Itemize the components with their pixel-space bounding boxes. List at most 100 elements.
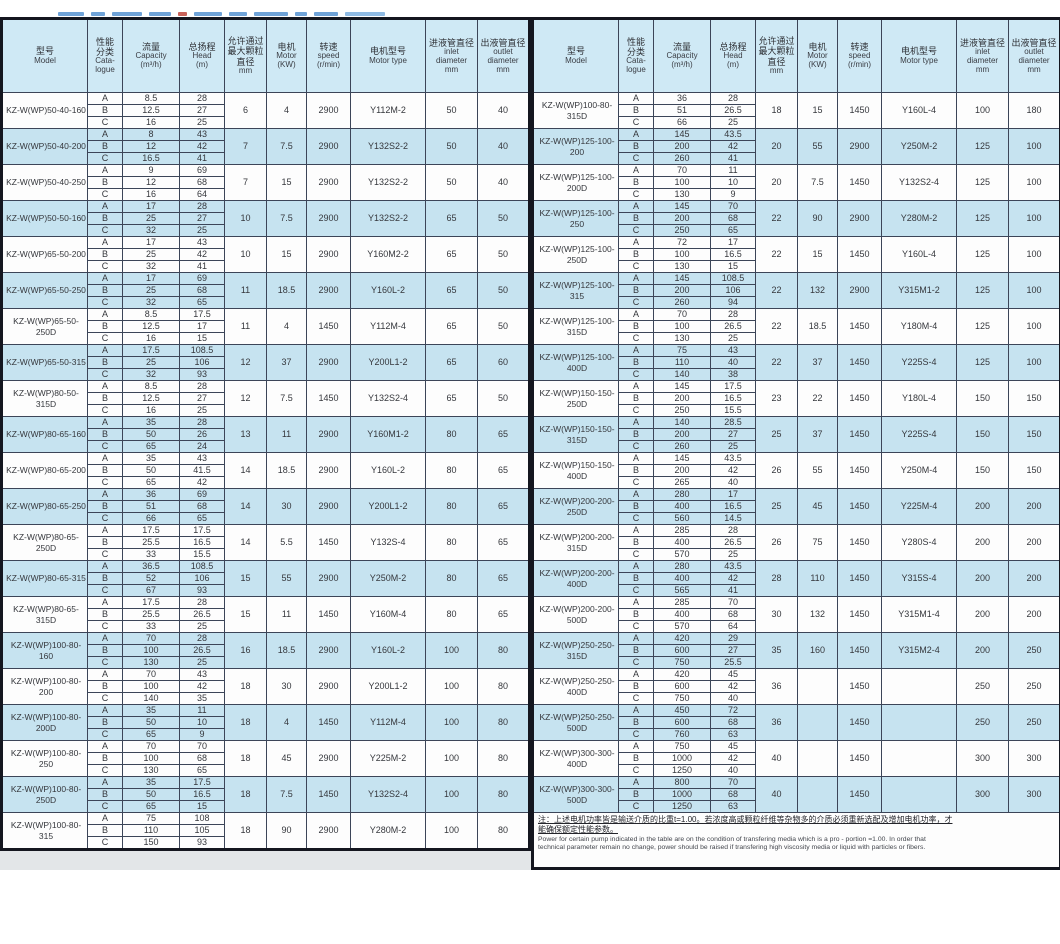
motor-kw-cell: 110 [797, 560, 838, 597]
capacity-cell: 16.5 [122, 152, 180, 165]
spec-row: B 100 42 [2, 680, 530, 693]
inlet-diameter-cell: 125 [956, 200, 1009, 237]
motor-type-cell: Y315S-4 [881, 560, 957, 597]
title-fragment [295, 12, 307, 16]
spec-row: B 50 16.5 [2, 788, 530, 801]
inlet-diameter-cell: 250 [956, 704, 1009, 741]
outlet-diameter-cell: 50 [477, 308, 530, 345]
motor-type-cell: Y160L-4 [881, 236, 957, 273]
head-cell: 24 [179, 440, 225, 453]
head-cell: 28 [179, 92, 225, 105]
capacity-cell: 25.5 [122, 608, 180, 621]
inlet-diameter-cell: 150 [956, 380, 1009, 417]
col-motor: 电机 Motor (KW) [266, 18, 307, 93]
capacity-cell: 400 [653, 572, 711, 585]
head-cell: 70 [710, 776, 756, 789]
head-cell: 26.5 [179, 608, 225, 621]
head-cell: 25 [710, 116, 756, 129]
head-cell: 27 [179, 212, 225, 225]
model-cell: KZ-W(WP)80-65-250D [1, 524, 88, 561]
head-cell: 28 [179, 632, 225, 645]
inlet-diameter-cell: 100 [425, 812, 478, 850]
head-cell: 69 [179, 164, 225, 177]
head-cell: 17 [179, 320, 225, 333]
catalogue-cell: B [618, 284, 654, 297]
model-cell: KZ-W(WP)100-80-250 [1, 740, 88, 777]
speed-cell: 1450 [837, 236, 882, 273]
col-catalogue: 性能 分类 Cata-logue [87, 18, 123, 93]
motor-kw-cell: 18.5 [266, 272, 307, 309]
col-speed: 转速 speed (r/min) [306, 18, 351, 93]
head-cell: 69 [179, 272, 225, 285]
capacity-cell: 145 [653, 272, 711, 285]
col-speed: 转速 speed (r/min) [837, 18, 882, 93]
motor-kw-cell: 15 [797, 236, 838, 273]
head-cell: 10 [710, 176, 756, 189]
outlet-diameter-cell: 100 [1008, 200, 1060, 237]
spec-row: C 1250 40 [533, 764, 1060, 777]
head-cell: 43.5 [710, 128, 756, 141]
particle-cell: 18 [224, 740, 267, 777]
head-cell: 16.5 [710, 392, 756, 405]
catalogue-cell: C [87, 152, 123, 165]
motor-type-cell: Y132S2-2 [350, 200, 426, 237]
catalogue-cell: A [87, 272, 123, 285]
capacity-cell: 200 [653, 140, 711, 153]
col-motor-type: 电机型号 Motor type [350, 18, 426, 93]
head-cell: 41 [179, 152, 225, 165]
catalogue-cell: C [87, 404, 123, 417]
capacity-cell: 145 [653, 128, 711, 141]
particle-cell: 6 [224, 92, 267, 129]
outlet-diameter-cell: 80 [477, 776, 530, 813]
head-cell: 41 [710, 152, 756, 165]
speed-cell: 1450 [837, 92, 882, 129]
spec-row: KZ-W(WP)200-200-250D A 280 17 25 45 1450 Y225M-… [532, 488, 1060, 525]
spec-row: C 32 41 [2, 260, 530, 273]
outlet-diameter-cell: 200 [1008, 560, 1060, 597]
speed-cell: 1450 [837, 164, 882, 201]
head-cell: 45 [710, 668, 756, 681]
head-cell: 68 [710, 788, 756, 801]
head-cell: 26.5 [710, 320, 756, 333]
spec-row: C 130 15 [533, 260, 1060, 273]
capacity-cell: 35 [122, 452, 180, 465]
head-cell: 27 [179, 104, 225, 117]
head-cell: 70 [179, 740, 225, 753]
catalogue-cell: B [618, 428, 654, 441]
inlet-diameter-cell: 100 [425, 704, 478, 741]
capacity-cell: 16 [122, 116, 180, 129]
spec-row: B 50 10 [2, 716, 530, 729]
capacity-cell: 33 [122, 620, 180, 633]
capacity-cell: 25 [122, 356, 180, 369]
head-cell: 40 [710, 764, 756, 777]
head-cell: 28 [179, 596, 225, 609]
particle-cell: 23 [755, 380, 798, 417]
head-cell: 15 [710, 260, 756, 273]
head-cell: 108.5 [179, 560, 225, 573]
catalogue-cell: A [87, 596, 123, 609]
head-cell: 28 [179, 416, 225, 429]
head-cell: 93 [179, 836, 225, 850]
spec-row: B 25 106 [2, 356, 530, 369]
spec-row: B 600 27 [533, 644, 1060, 657]
catalogue-cell: C [618, 764, 654, 777]
head-cell: 26.5 [179, 644, 225, 657]
speed-cell: 2900 [306, 344, 351, 381]
catalogue-cell: C [87, 620, 123, 633]
speed-cell: 2900 [837, 128, 882, 165]
spec-row: KZ-W(WP)65-50-315 A 17.5 108.5 12 37 2900 Y200L… [1, 344, 530, 381]
col-capacity: 流量 Capacity (m³/h) [122, 18, 180, 93]
model-cell: KZ-W(WP)300-300-500D [532, 776, 619, 813]
capacity-cell: 67 [122, 584, 180, 597]
speed-cell: 1450 [837, 524, 882, 561]
catalogue-cell: A [618, 164, 654, 177]
spec-row: KZ-W(WP)125-100-250D A 72 17 22 15 1450 Y160L-4… [532, 236, 1060, 273]
model-cell: KZ-W(WP)80-65-200 [1, 452, 88, 489]
capacity-cell: 50 [122, 464, 180, 477]
head-cell: 69 [179, 488, 225, 501]
capacity-cell: 130 [122, 764, 180, 777]
spec-row: KZ-W(WP)200-200-315D A 285 28 26 75 1450 Y280S-… [532, 524, 1060, 561]
head-cell: 106 [179, 572, 225, 585]
spec-row: KZ-W(WP)80-65-160 A 35 28 13 11 2900 Y160M1-2 80… [1, 416, 530, 453]
motor-kw-cell: 45 [266, 740, 307, 777]
